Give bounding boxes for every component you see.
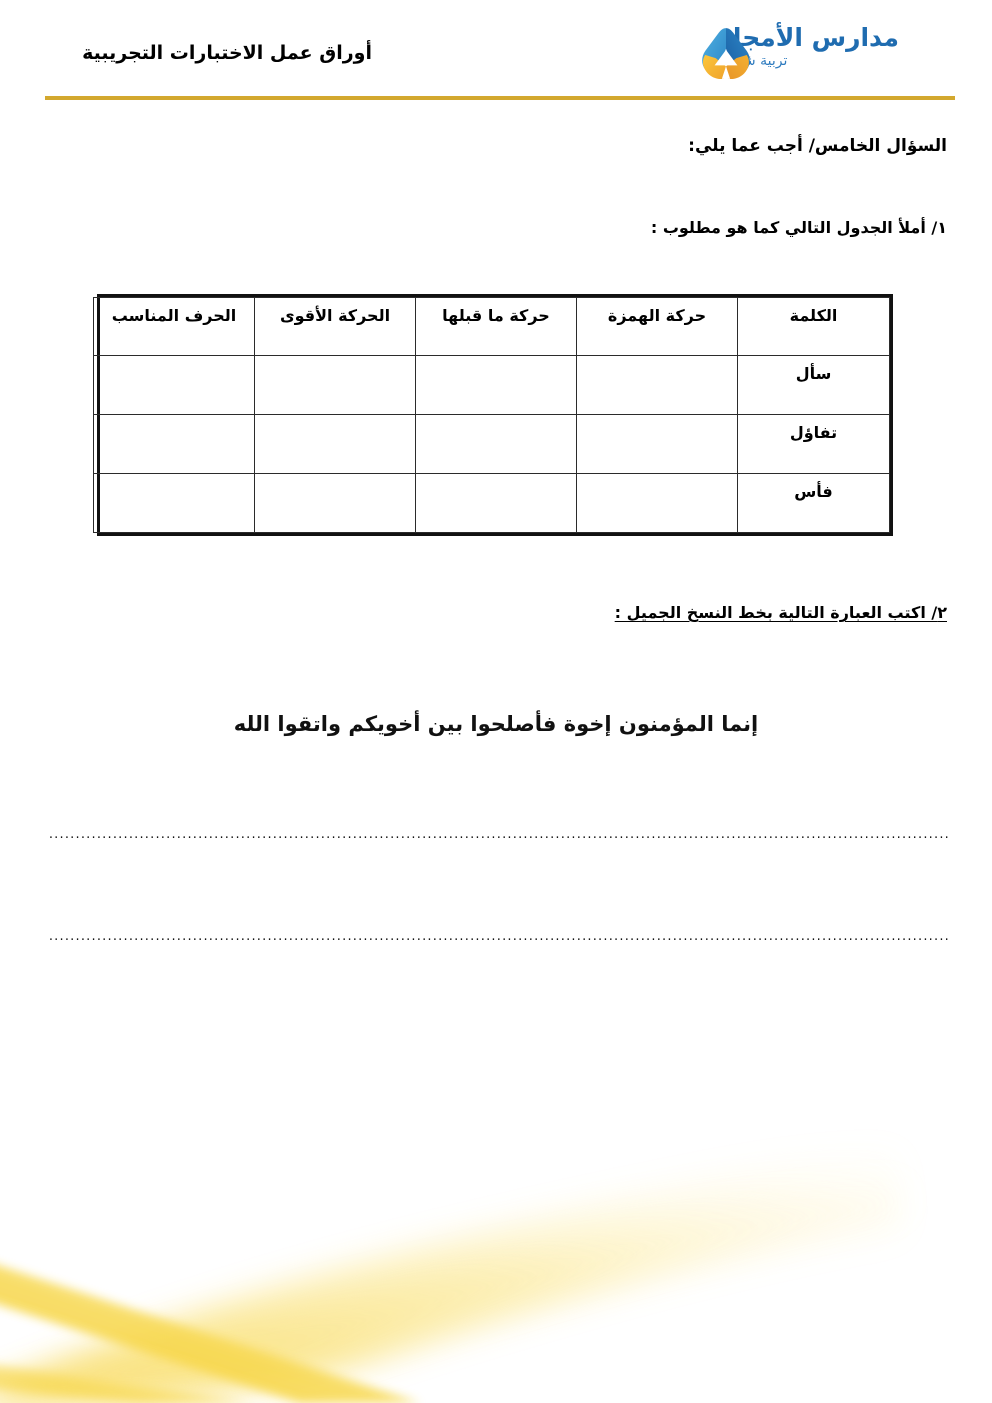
cell-strongest-vowel[interactable] [254, 355, 416, 415]
table-row: تفاؤل [93, 414, 890, 474]
column-header-preceding-vowel: حركة ما قبلها [415, 297, 577, 356]
answer-line-1[interactable]: ········································… [47, 834, 950, 844]
cell-hamza-vowel[interactable] [576, 473, 738, 533]
cell-suitable-letter[interactable] [93, 473, 255, 533]
cell-preceding-vowel[interactable] [415, 355, 577, 415]
page-title: أوراق عمل الاختبارات التجريبية [82, 42, 372, 64]
brand-logo: مدارس الأمجاد تربية شاملة [700, 22, 962, 92]
cell-word: تفاؤل [737, 414, 890, 474]
header-divider [45, 96, 955, 100]
cell-suitable-letter[interactable] [93, 414, 255, 474]
cell-suitable-letter[interactable] [93, 355, 255, 415]
page-header: أوراق عمل الاختبارات التجريبية مدارس الأ… [0, 0, 992, 108]
column-header-word: الكلمة [737, 297, 890, 356]
column-header-suitable-letter: الحرف المناسب [93, 297, 255, 356]
cell-hamza-vowel[interactable] [576, 414, 738, 474]
column-header-strongest-vowel: الحركة الأقوى [254, 297, 416, 356]
table-row: سأل [93, 355, 890, 415]
brand-name: مدارس الأمجاد [720, 23, 899, 52]
column-header-hamza-vowel: حركة الهمزة [576, 297, 738, 356]
table-header-row: الكلمة حركة الهمزة حركة ما قبلها الحركة … [93, 297, 890, 356]
calligraphy-verse: إنما المؤمنون إخوة فأصلحوا بين أخويكم وا… [233, 712, 759, 736]
cell-preceding-vowel[interactable] [415, 473, 577, 533]
amjad-diamond-logo-icon [702, 28, 750, 80]
cell-word: فأس [737, 473, 890, 533]
answer-line-2[interactable]: ········································… [47, 936, 950, 946]
question-item-1: ١/ أملأ الجدول التالي كما هو مطلوب : [650, 218, 947, 237]
cell-strongest-vowel[interactable] [254, 473, 416, 533]
table-row: فأس [93, 473, 890, 533]
cell-word: سأل [737, 355, 890, 415]
cell-hamza-vowel[interactable] [576, 355, 738, 415]
question-heading: السؤال الخامس/ أجب عما يلي: [688, 136, 947, 156]
hamza-analysis-table: الكلمة حركة الهمزة حركة ما قبلها الحركة … [93, 294, 893, 536]
cell-preceding-vowel[interactable] [415, 414, 577, 474]
question-item-2: ٢/ اكتب العبارة التالية بخط النسخ الجميل… [614, 603, 947, 622]
cell-strongest-vowel[interactable] [254, 414, 416, 474]
